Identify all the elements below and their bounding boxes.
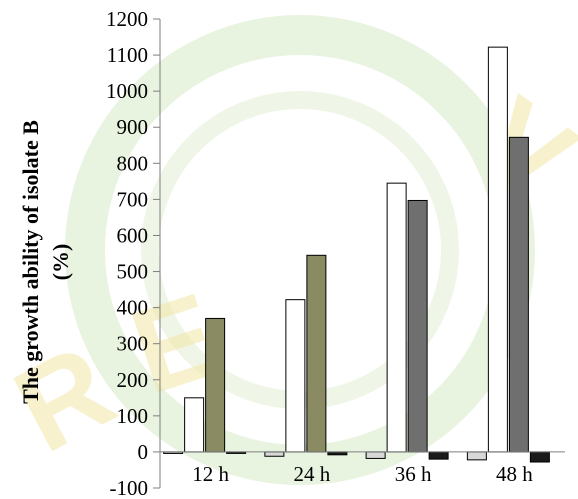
bars <box>163 46 550 463</box>
y-axis-title-line1: The growth ability of isolate B <box>18 120 43 404</box>
y-tick-label: 1200 <box>106 7 148 31</box>
bar-24h-s2 <box>285 299 306 453</box>
y-tick-label: 200 <box>117 368 149 392</box>
y-tick-label: 900 <box>117 115 149 139</box>
y-tick-label: 300 <box>117 332 149 356</box>
x-category-label: 12 h <box>192 462 229 486</box>
x-category-label: 36 h <box>395 462 432 486</box>
y-axis-title-line2: (%) <box>48 244 73 281</box>
y-tick-label: 700 <box>117 187 149 211</box>
bar-48h-s2 <box>487 46 508 453</box>
bar-24h-s1 <box>264 451 285 457</box>
bar-48h-s3 <box>508 136 529 453</box>
y-tick-label: 600 <box>117 223 149 247</box>
y-axis: 1200110010009008007006005004003002001000… <box>106 7 161 499</box>
bar-12h-s2 <box>184 397 205 453</box>
bar-48h-s4 <box>529 451 550 463</box>
bar-36h-s2 <box>386 182 407 453</box>
bar-36h-s4 <box>428 451 449 460</box>
bar-36h-s3 <box>407 199 428 453</box>
x-category-label: 24 h <box>294 462 331 486</box>
y-axis-title: The growth ability of isolate B (%) <box>18 120 73 404</box>
y-tick-label: 400 <box>117 296 149 320</box>
x-axis: 12 h 24 h 36 h 48 h <box>160 451 565 486</box>
y-tick-label: -100 <box>110 476 149 499</box>
x-category-label: 48 h <box>496 462 533 486</box>
bar-48h-s1 <box>466 451 487 461</box>
y-tick-label: 1100 <box>107 43 148 67</box>
bar-36h-s1 <box>365 451 386 459</box>
bar-24h-s3 <box>306 254 327 453</box>
y-tick-label: 100 <box>117 404 149 428</box>
bar-12h-s3 <box>205 317 226 453</box>
y-tick-label: 500 <box>117 260 149 284</box>
y-tick-label: 0 <box>138 440 149 464</box>
y-tick-label: 800 <box>117 151 149 175</box>
y-tick-label: 1000 <box>106 79 148 103</box>
